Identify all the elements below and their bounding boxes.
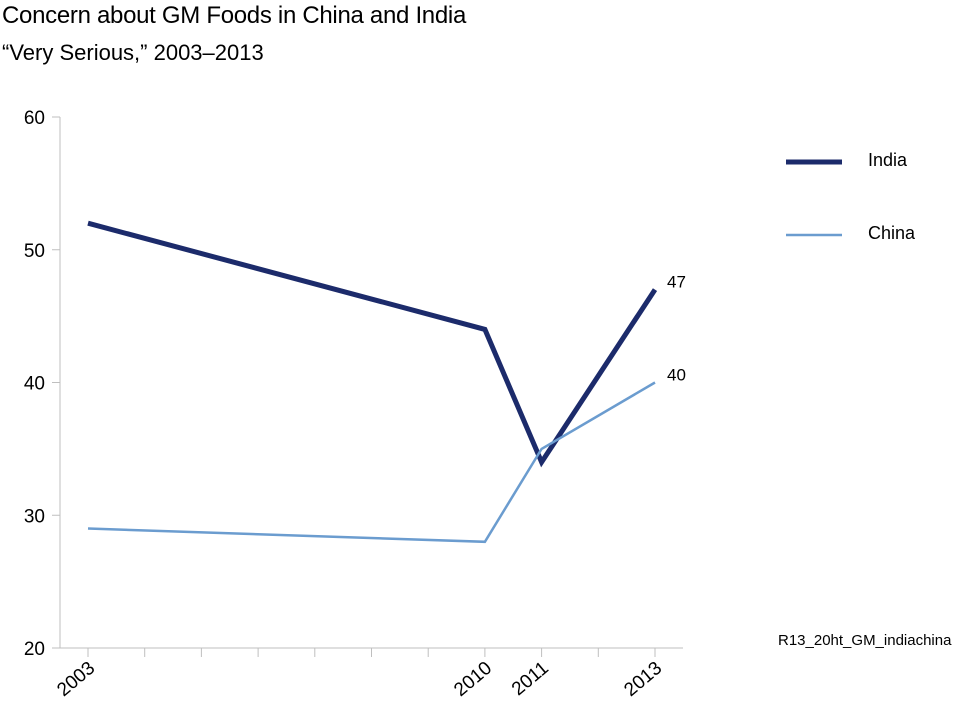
- y-tick-label: 20: [24, 639, 45, 660]
- y-tick-label: 40: [24, 374, 45, 395]
- data-label-china: 40: [667, 366, 686, 385]
- legend-label-china: China: [868, 223, 916, 243]
- x-tick-label: 2013: [620, 658, 666, 701]
- chart-subtitle: “Very Serious,” 2003–2013: [2, 40, 264, 65]
- chart-title: Concern about GM Foods in China and Indi…: [2, 2, 466, 29]
- y-tick-label: 50: [24, 241, 45, 262]
- series-line-india: [87, 220, 658, 468]
- x-tick-label: 2010: [450, 658, 496, 701]
- source-note: R13_20ht_GM_indiachina: [778, 632, 952, 649]
- legend-label-india: India: [868, 150, 908, 170]
- x-tick-label: 2011: [508, 658, 553, 700]
- y-tick-label: 60: [24, 108, 45, 129]
- x-tick-label: 2003: [53, 658, 99, 701]
- series-line-china: [87, 381, 656, 544]
- data-label-india: 47: [667, 273, 686, 292]
- y-tick-label: 30: [24, 506, 45, 527]
